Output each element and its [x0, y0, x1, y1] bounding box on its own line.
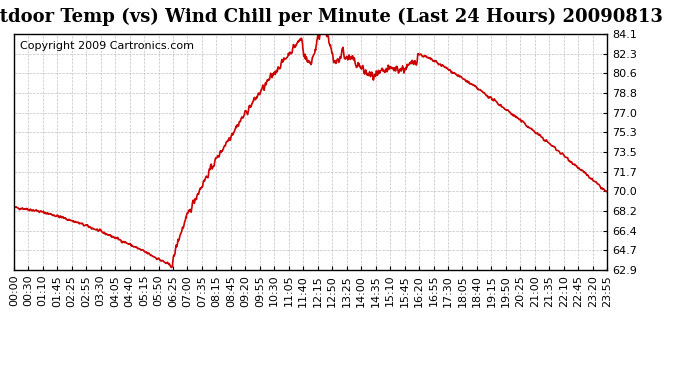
Text: Outdoor Temp (vs) Wind Chill per Minute (Last 24 Hours) 20090813: Outdoor Temp (vs) Wind Chill per Minute …: [0, 8, 663, 26]
Text: Copyright 2009 Cartronics.com: Copyright 2009 Cartronics.com: [20, 41, 194, 51]
